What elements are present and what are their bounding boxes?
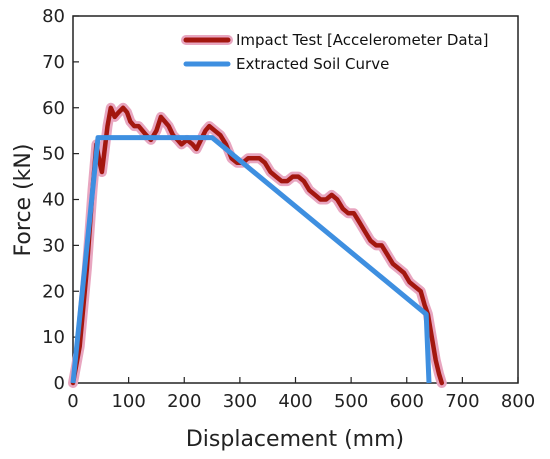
y-axis-title: Force (kN) bbox=[11, 144, 36, 257]
series-soil-curve-line bbox=[70, 135, 432, 384]
x-tick-label: 500 bbox=[334, 391, 368, 412]
x-axis-ticks: 0 100 200 300 400 500 600 700 800 bbox=[67, 377, 535, 412]
series-layer bbox=[68, 102, 447, 388]
y-tick-label: 80 bbox=[42, 6, 65, 27]
legend-label-soil-curve: Extracted Soil Curve bbox=[236, 55, 389, 73]
y-tick-label: 20 bbox=[42, 281, 65, 302]
y-tick-label: 30 bbox=[42, 235, 65, 256]
x-tick-label: 100 bbox=[111, 391, 145, 412]
x-tick-label: 200 bbox=[167, 391, 201, 412]
x-tick-label: 0 bbox=[67, 391, 78, 412]
y-tick-label: 0 bbox=[54, 373, 65, 394]
x-tick-label: 600 bbox=[390, 391, 424, 412]
plot-area bbox=[72, 15, 519, 384]
y-tick-label: 10 bbox=[42, 327, 65, 348]
x-tick-label: 300 bbox=[223, 391, 257, 412]
legend: Impact Test [Accelerometer Data] Extract… bbox=[181, 31, 489, 73]
x-tick-label: 400 bbox=[278, 391, 312, 412]
x-axis-title: Displacement (mm) bbox=[186, 427, 404, 452]
x-tick-label: 700 bbox=[445, 391, 479, 412]
legend-label-impact-test: Impact Test [Accelerometer Data] bbox=[236, 31, 489, 49]
y-tick-label: 60 bbox=[42, 98, 65, 119]
y-tick-label: 40 bbox=[42, 190, 65, 211]
y-axis-ticks: 0 10 20 30 40 50 60 70 80 bbox=[42, 6, 79, 394]
x-tick-label: 800 bbox=[501, 391, 535, 412]
y-tick-label: 50 bbox=[42, 144, 65, 165]
y-tick-label: 70 bbox=[42, 52, 65, 73]
